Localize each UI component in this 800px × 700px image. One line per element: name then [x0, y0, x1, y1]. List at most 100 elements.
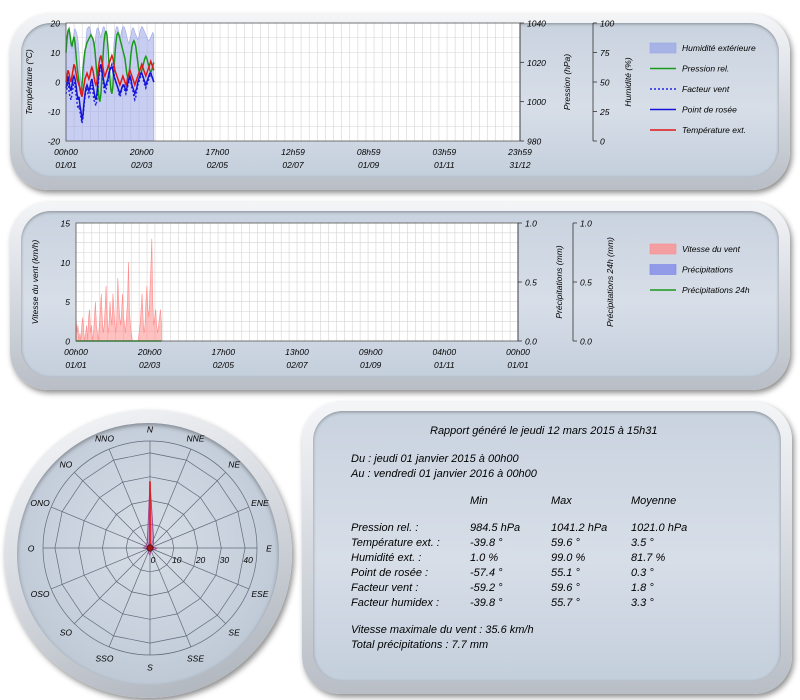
rose-ring-label: 20: [195, 555, 206, 565]
x-tick-label: 02/07: [282, 160, 304, 170]
report-header-min: Min: [470, 495, 488, 507]
right-tick-label: 980: [527, 137, 541, 147]
left-tick-label: 0: [65, 337, 70, 347]
report-row-avg: 3.5 °: [631, 537, 654, 549]
legend-label: Humidité extérieure: [682, 43, 756, 53]
rose-ring-label: 10: [172, 555, 182, 565]
right-tick-label: 0: [600, 137, 605, 147]
left-axis-label: Température (°C): [24, 49, 34, 115]
right-tick-label: 0.5: [525, 278, 537, 288]
x-tick-label: 02/05: [213, 360, 235, 370]
left-tick-label: -20: [48, 137, 61, 147]
wind-rose-series: [141, 481, 159, 557]
left-tick-label: 15: [61, 219, 71, 229]
x-tick-label: 00h00: [54, 147, 78, 157]
rose-direction-label: NE: [228, 459, 240, 469]
temperature-series: [65, 25, 155, 142]
right-axis-label: Humidité (%): [623, 57, 633, 106]
x-tick-label: 00h00: [64, 347, 88, 357]
x-tick-label: 08h59: [357, 147, 381, 157]
rose-ring-label: 0: [151, 555, 156, 565]
report-row-avg: 0.3 °: [631, 567, 654, 579]
series-temp-rature-ext-: [65, 53, 155, 98]
rose-ring-label: 40: [243, 555, 253, 565]
report-row-label: Température ext. :: [351, 537, 440, 549]
series-vitesse-du-vent: [75, 238, 162, 342]
series-facteur-vent: [65, 61, 155, 124]
rose-spoke: [149, 472, 226, 549]
right-tick-label: 0.5: [580, 278, 592, 288]
wind-rose-labels: N NNE NE ENE E ESE SE SSE S SSO SO OSO O ONO NO NNO 0 10 2…: [28, 425, 272, 673]
legend-swatch: [649, 42, 677, 54]
x-tick-label: 01/11: [434, 160, 455, 170]
rose-spoke: [51, 506, 151, 549]
right-tick-label: 1.0: [580, 219, 592, 229]
right-tick-label: 75: [600, 48, 610, 58]
x-tick-label: 01/01: [55, 160, 77, 170]
x-tick-label: 09h00: [359, 347, 383, 357]
x-tick-label: 20h00: [137, 347, 162, 357]
report-row-min: -39.8 °: [470, 597, 503, 609]
wind-legend: Vitesse du vent Précipitations Précipitati…: [649, 243, 750, 295]
report-header-max: Max: [551, 495, 572, 507]
rose-direction-label: ONO: [30, 498, 50, 508]
report-inner: [313, 411, 781, 681]
right-axis-label: Pression (hPa): [562, 54, 572, 110]
rose-direction-label: SSE: [187, 653, 204, 663]
rose-spoke: [74, 472, 151, 549]
x-tick-label: 12h59: [281, 147, 305, 157]
rose-spoke: [108, 547, 151, 647]
rose-direction-label: NO: [60, 459, 73, 469]
x-tick-label: 13h00: [285, 347, 309, 357]
report-row-label: Facteur vent :: [351, 582, 419, 594]
left-tick-label: 5: [65, 297, 70, 307]
rose-direction-label: SSO: [96, 653, 114, 663]
report-row-max: 59.6 °: [551, 537, 580, 549]
rose-spoke: [149, 506, 249, 549]
report-to: Au : vendredi 01 janvier 2016 à 00h00: [351, 468, 537, 480]
report-row-avg: 81.7 %: [631, 552, 666, 564]
report-row-min: -39.8 °: [470, 537, 503, 549]
report-row-max: 59.6 °: [551, 582, 580, 594]
x-tick-label: 01/09: [360, 360, 382, 370]
rose-direction-label: ENE: [251, 498, 269, 508]
left-axis-label: Vitesse du vent (km/h): [30, 240, 40, 325]
rose-direction-label: SE: [228, 628, 240, 638]
x-tick-label: 31/12: [509, 160, 531, 170]
report-row-min: -59.2 °: [470, 582, 503, 594]
rose-ring-label: 30: [220, 555, 230, 565]
report-row-max: 55.7 °: [551, 597, 580, 609]
x-tick-label: 17h00: [212, 347, 236, 357]
x-tick-label: 02/05: [207, 160, 229, 170]
wind-axes: 15 10 5 0 Vitesse du vent (km/h) 1.0 0.5 0.0 Pré…: [30, 219, 615, 371]
x-tick-label: 02/07: [286, 360, 308, 370]
x-tick-label: 23h59: [507, 147, 532, 157]
right-tick-label: 1000: [527, 97, 546, 107]
report-total-rain: Total précipitations : 7.7 mm: [351, 639, 489, 651]
x-tick-label: 00h00: [506, 347, 530, 357]
x-tick-label: 01/11: [434, 360, 455, 370]
rose-spoke: [149, 547, 249, 590]
rose-direction-label: OSO: [31, 589, 50, 599]
legend-label: Point de rosée: [682, 105, 737, 115]
rose-direction-label: E: [266, 544, 272, 554]
rose-spoke: [149, 547, 192, 647]
rose-direction-label: ESE: [251, 589, 268, 599]
legend-swatch: [649, 264, 677, 275]
rose-direction-label: NNO: [95, 434, 114, 444]
report-row-min: 1.0 %: [470, 552, 499, 564]
report-row-min: -57.4 °: [470, 567, 503, 579]
legend-swatch: [649, 243, 677, 255]
report-row-label: Facteur humidex :: [351, 597, 440, 609]
x-tick-label: 20h00: [129, 147, 154, 157]
legend-label: Température ext.: [682, 125, 746, 135]
report-row-label: Humidité ext. :: [351, 552, 422, 564]
report-row-label: Point de rosée :: [351, 567, 429, 579]
legend-label: Précipitations: [682, 265, 734, 275]
right-tick-label: 1.0: [525, 219, 537, 229]
legend-label: Pression rel.: [682, 64, 729, 74]
report-row-min: 984.5 hPa: [470, 522, 521, 534]
left-tick-label: 20: [50, 19, 61, 29]
